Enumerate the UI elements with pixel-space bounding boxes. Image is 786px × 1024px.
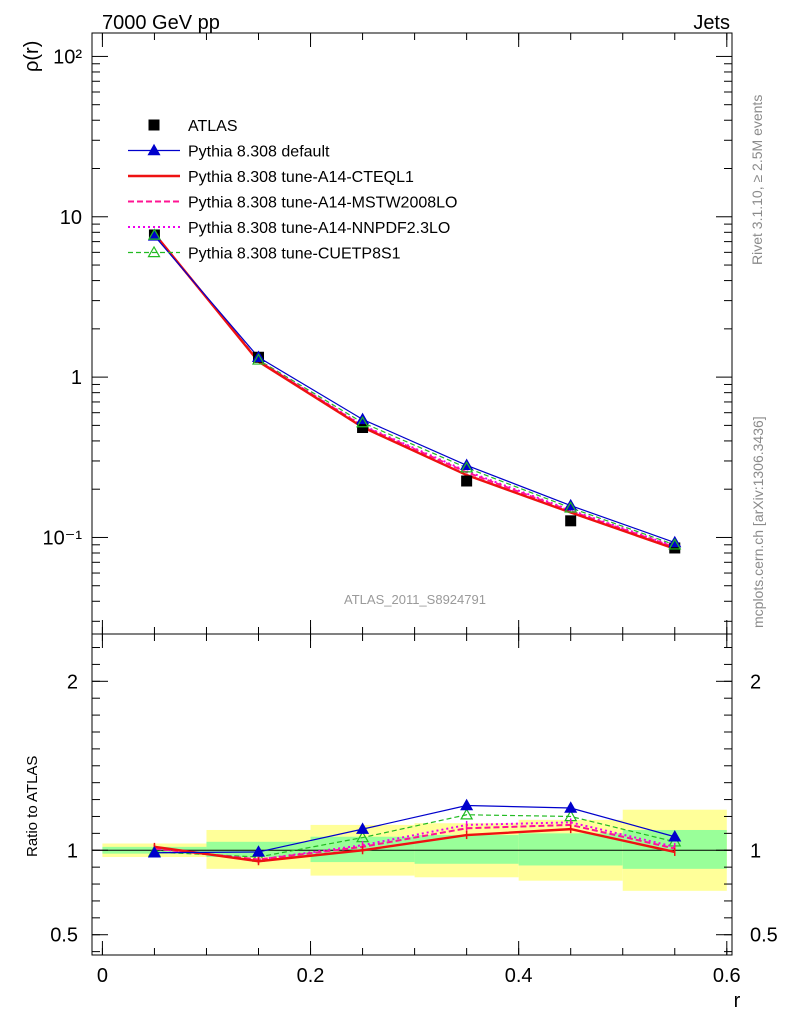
legend-swatch-marker xyxy=(147,143,161,156)
header-observable: Jets xyxy=(693,12,730,34)
ratio-marker xyxy=(356,822,370,834)
legend-entry-label: Pythia 8.308 tune-A14-NNPDF2.3LO xyxy=(188,220,450,237)
atlas-data-point xyxy=(461,475,473,487)
x-tick-label: 0.6 xyxy=(713,965,741,987)
x-tick-label: 0 xyxy=(97,965,108,987)
ratio-plot-frame xyxy=(91,633,733,956)
ratio-y-tick-label: 2 xyxy=(67,671,78,693)
ratio-marker xyxy=(564,801,578,813)
series-line xyxy=(153,233,676,548)
series-line xyxy=(153,232,676,550)
series-marker xyxy=(460,461,474,473)
ratio-y-tick-label-right: 0.5 xyxy=(750,925,778,947)
ratio-marker xyxy=(668,830,682,842)
ratio-marker xyxy=(147,846,161,858)
ratio-series-line xyxy=(154,823,675,861)
analysis-label: ATLAS_2011_S8924791 xyxy=(344,592,486,607)
legend: ATLAS Pythia 8.308 default Pythia 8.308 tu… xyxy=(128,118,457,263)
main-y-tick-label: 10² xyxy=(53,46,82,68)
legend-entry-label: ATLAS xyxy=(188,118,238,135)
main-y-axis-label: ρ(r) xyxy=(21,41,43,72)
ratio-y-tick-label-right: 1 xyxy=(750,840,761,862)
legend-entry-label: Pythia 8.308 tune-A14-MSTW2008LO xyxy=(188,195,457,212)
legend-swatch-marker xyxy=(147,245,161,258)
legend-swatch-atlas xyxy=(148,119,160,131)
ratio-y-axis-label: Ratio to ATLAS xyxy=(24,756,41,857)
series-marker xyxy=(668,538,682,550)
atlas-data-point xyxy=(669,542,681,554)
rivet-label: Rivet 3.1.10, ≥ 2.5M events xyxy=(749,95,765,265)
ratio-marker xyxy=(460,808,474,820)
ratio-plot-series xyxy=(147,798,682,866)
ratio-marker xyxy=(460,798,474,811)
legend-entry-label: Pythia 8.308 tune-CUETP8S1 xyxy=(188,246,401,263)
ratio-series-line xyxy=(154,827,676,863)
ratio-marker xyxy=(251,845,266,857)
band-inner-4 xyxy=(518,833,623,866)
ratio-y-tick-label: 0.5 xyxy=(50,925,78,947)
main-y-tick-label: 10⁻¹ xyxy=(43,527,83,549)
atlas-data-point xyxy=(565,515,577,527)
main-y-tick-label: 1 xyxy=(71,367,82,389)
x-axis-label: r xyxy=(734,990,741,1012)
series-marker xyxy=(147,228,161,240)
series-marker xyxy=(356,415,370,428)
legend-entry-label: Pythia 8.308 default xyxy=(188,144,330,161)
main-y-tick-label: 10 xyxy=(60,207,82,229)
mcplots-label: mcplots.cern.ch [arXiv:1306.3436] xyxy=(750,416,766,628)
axes-ticks: 0 0.2 0.4 0.6 10⁻¹ 1 10 10² 0.5 0.5 1 1 2 2 xyxy=(43,33,778,987)
series-line xyxy=(153,235,675,544)
atlas-data-point xyxy=(357,422,369,434)
header-process: 7000 GeV pp xyxy=(102,12,220,34)
main-plot-series xyxy=(147,228,682,554)
series-line xyxy=(153,234,675,546)
series-marker xyxy=(356,412,370,425)
series-marker xyxy=(251,353,266,365)
legend-entry-label: Pythia 8.308 tune-A14-CTEQL1 xyxy=(188,169,414,186)
x-tick-label: 0.4 xyxy=(505,965,533,987)
ratio-series-line xyxy=(154,804,675,854)
ratio-y-tick-label: 1 xyxy=(67,840,78,862)
series-line xyxy=(153,233,676,549)
x-tick-label: 0.2 xyxy=(297,965,325,987)
series-marker xyxy=(564,501,578,513)
ratio-y-tick-label-right: 2 xyxy=(750,671,761,693)
